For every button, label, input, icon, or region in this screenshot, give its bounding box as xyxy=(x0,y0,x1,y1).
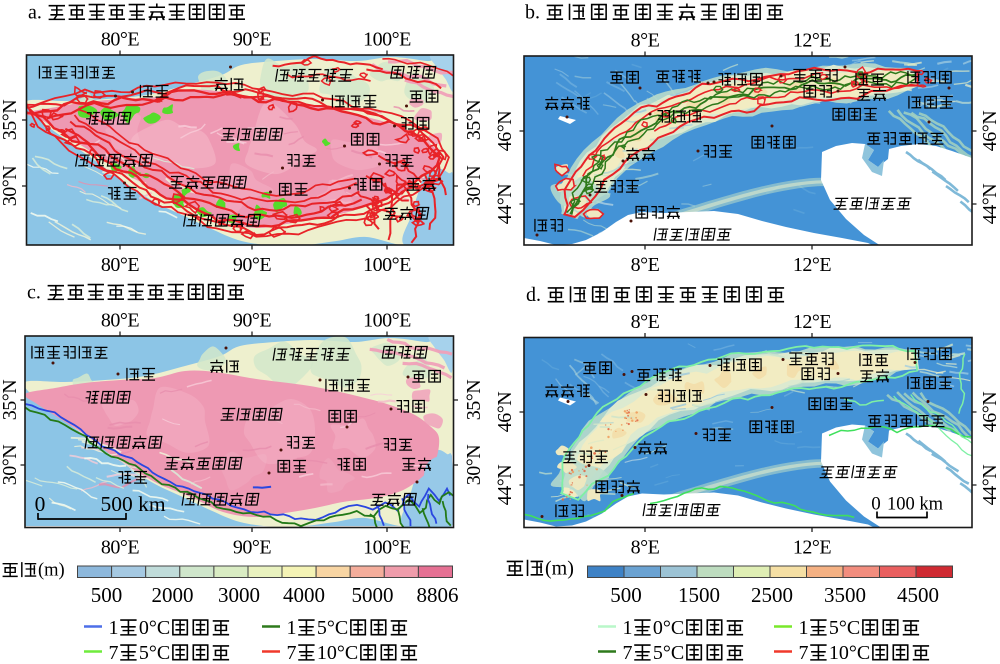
svg-text:46°N: 46°N xyxy=(494,392,516,432)
svg-text:c.: c. xyxy=(27,281,46,303)
svg-text:5°C: 5°C xyxy=(317,617,348,639)
svg-text:30°N: 30°N xyxy=(0,445,21,485)
svg-text:500 km: 500 km xyxy=(100,492,165,516)
svg-text:5°C: 5°C xyxy=(139,642,170,664)
svg-text:46°N: 46°N xyxy=(979,392,1000,432)
svg-text:12°E: 12°E xyxy=(793,311,831,333)
svg-text:7: 7 xyxy=(109,642,119,664)
svg-text:30°N: 30°N xyxy=(0,166,21,206)
svg-text:30°N: 30°N xyxy=(463,445,485,485)
svg-text:1: 1 xyxy=(109,617,119,639)
svg-text:(m): (m) xyxy=(545,557,574,579)
svg-text:0: 0 xyxy=(35,492,46,516)
svg-text:100°E: 100°E xyxy=(363,537,411,559)
svg-text:44°N: 44°N xyxy=(494,184,516,224)
svg-text:7: 7 xyxy=(623,642,633,664)
svg-text:1: 1 xyxy=(623,617,633,639)
svg-text:80°E: 80°E xyxy=(101,310,139,332)
svg-text:1500: 1500 xyxy=(678,583,720,607)
svg-text:d.: d. xyxy=(526,284,546,306)
svg-text:44°N: 44°N xyxy=(494,465,516,505)
svg-text:12°E: 12°E xyxy=(793,254,831,276)
svg-text:12°E: 12°E xyxy=(793,537,831,559)
svg-text:0°C: 0°C xyxy=(139,617,170,639)
svg-text:8°E: 8°E xyxy=(631,537,660,559)
svg-text:2500: 2500 xyxy=(751,583,793,607)
svg-text:80°E: 80°E xyxy=(101,254,139,276)
svg-text:1: 1 xyxy=(287,617,297,639)
svg-text:44°N: 44°N xyxy=(979,184,1000,224)
svg-text:4000: 4000 xyxy=(283,583,325,607)
svg-text:8°E: 8°E xyxy=(631,311,660,333)
svg-text:0°C: 0°C xyxy=(653,617,684,639)
svg-text:a.: a. xyxy=(28,1,47,23)
svg-text:500: 500 xyxy=(610,583,642,607)
svg-text:35°N: 35°N xyxy=(463,100,485,140)
svg-text:0: 0 xyxy=(871,494,881,515)
svg-text:35°N: 35°N xyxy=(0,380,21,420)
svg-text:100°E: 100°E xyxy=(363,29,411,51)
svg-text:5°C: 5°C xyxy=(653,642,684,664)
svg-text:80°E: 80°E xyxy=(101,537,139,559)
svg-text:5000: 5000 xyxy=(352,583,394,607)
svg-text:8°E: 8°E xyxy=(631,254,660,276)
svg-text:35°N: 35°N xyxy=(463,380,485,420)
svg-text:3500: 3500 xyxy=(824,583,866,607)
svg-text:8806: 8806 xyxy=(417,583,459,607)
svg-text:8°E: 8°E xyxy=(631,30,660,52)
svg-text:100°E: 100°E xyxy=(363,254,411,276)
svg-text:46°N: 46°N xyxy=(979,111,1000,151)
svg-text:100 km: 100 km xyxy=(887,495,944,515)
svg-text:46°N: 46°N xyxy=(494,111,516,151)
svg-text:500: 500 xyxy=(91,583,123,607)
svg-text:90°E: 90°E xyxy=(233,537,271,559)
svg-text:2000: 2000 xyxy=(152,583,194,607)
svg-text:90°E: 90°E xyxy=(233,254,271,276)
svg-text:44°N: 44°N xyxy=(979,465,1000,505)
svg-text:80°E: 80°E xyxy=(101,29,139,51)
svg-text:90°E: 90°E xyxy=(233,310,271,332)
svg-text:7: 7 xyxy=(287,642,297,664)
svg-text:90°E: 90°E xyxy=(233,29,271,51)
svg-text:10°C: 10°C xyxy=(317,642,358,664)
svg-text:3000: 3000 xyxy=(218,583,260,607)
svg-text:30°N: 30°N xyxy=(463,166,485,206)
svg-text:4500: 4500 xyxy=(897,583,939,607)
svg-text:100°E: 100°E xyxy=(363,310,411,332)
svg-text:7: 7 xyxy=(799,642,809,664)
svg-text:(m): (m) xyxy=(38,561,65,581)
svg-text:b.: b. xyxy=(525,1,545,23)
svg-text:1: 1 xyxy=(799,617,809,639)
svg-text:35°N: 35°N xyxy=(0,100,21,140)
svg-text:10°C: 10°C xyxy=(829,642,870,664)
svg-text:5°C: 5°C xyxy=(829,617,860,639)
svg-text:12°E: 12°E xyxy=(793,30,831,52)
